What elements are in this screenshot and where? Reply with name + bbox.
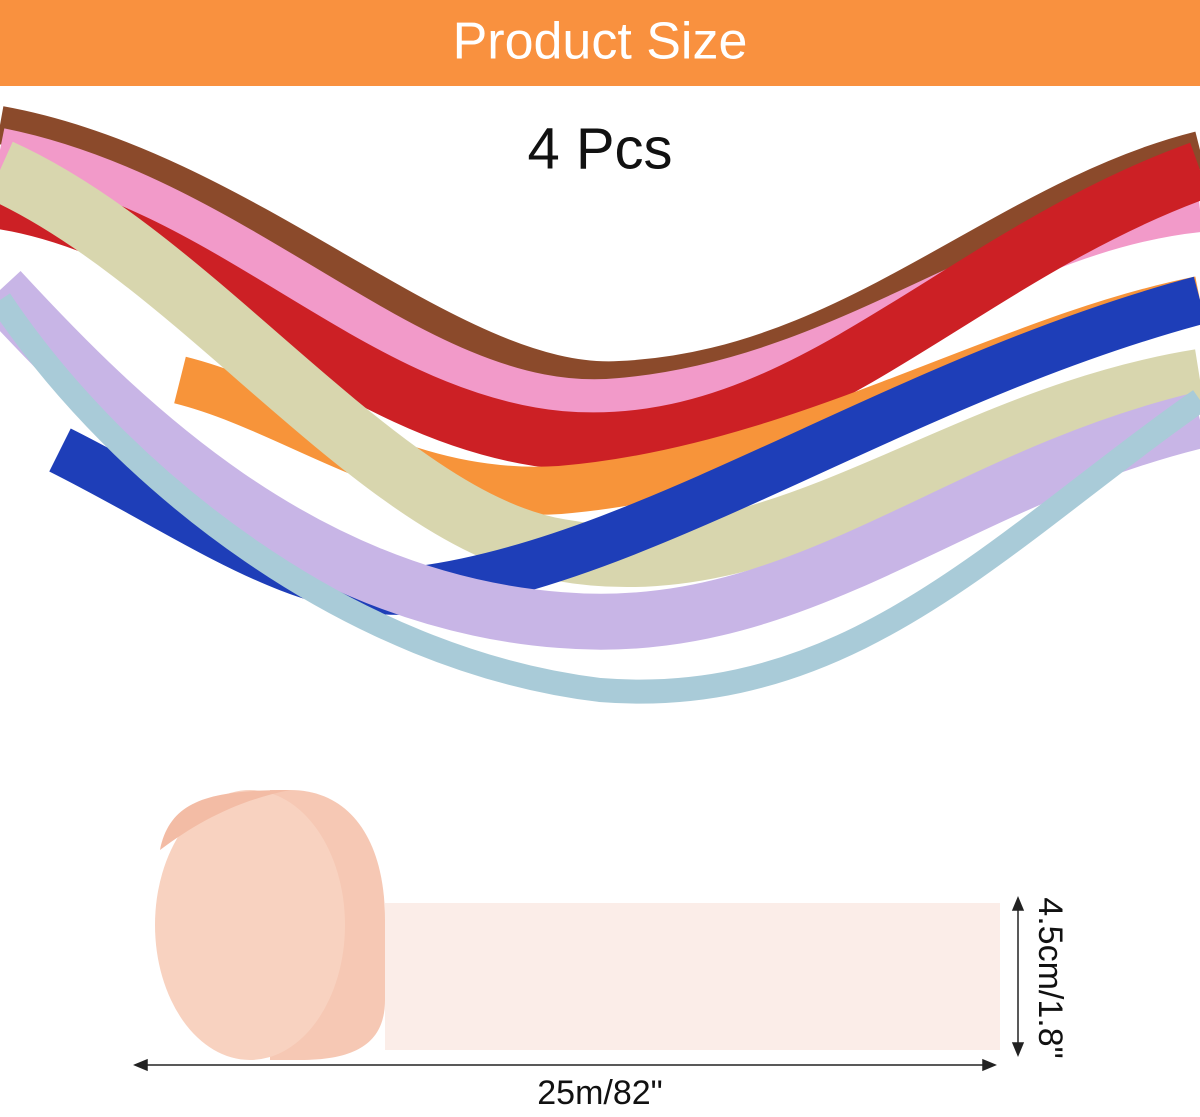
width-label: 4.5cm/1.8" bbox=[1031, 897, 1069, 1058]
roll-strip bbox=[385, 903, 1000, 1050]
streamers bbox=[0, 106, 1200, 704]
streamer-lavender bbox=[0, 271, 1200, 650]
roll-top bbox=[160, 790, 290, 850]
header-title: Product Size bbox=[453, 13, 748, 71]
roll-face bbox=[155, 790, 345, 1060]
header-bar bbox=[0, 0, 1200, 86]
quantity-label: 4 Pcs bbox=[527, 116, 672, 181]
length-label: 25m/82" bbox=[537, 1074, 662, 1112]
streamer-lightblue bbox=[0, 293, 1200, 704]
width-arrows bbox=[1011, 896, 1025, 1057]
length-arrows bbox=[133, 1058, 997, 1072]
dimension-lines bbox=[133, 896, 1025, 1072]
roll bbox=[155, 790, 1000, 1060]
